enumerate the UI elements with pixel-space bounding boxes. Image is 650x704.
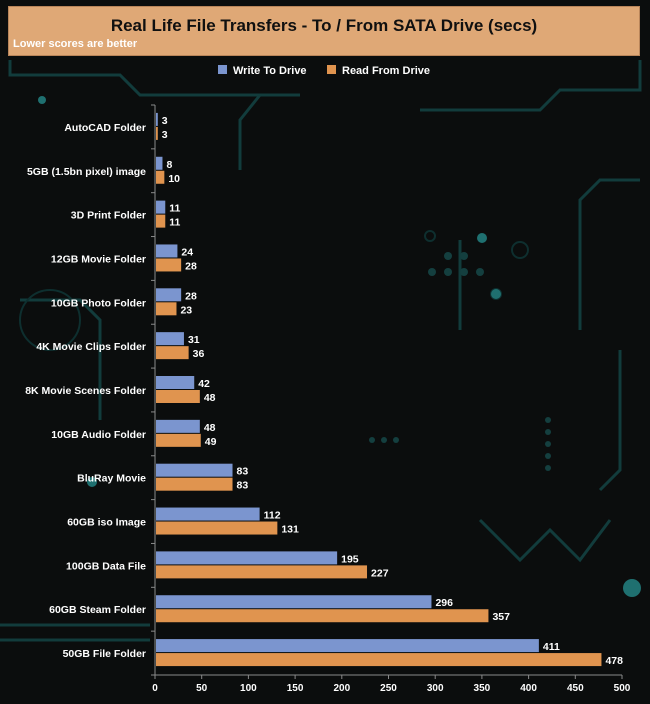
write-bar bbox=[156, 551, 338, 565]
write-value-label: 195 bbox=[341, 553, 359, 565]
legend-swatch-1 bbox=[327, 65, 336, 74]
write-value-label: 8 bbox=[166, 159, 172, 171]
x-tick-label: 400 bbox=[520, 683, 537, 694]
read-value-label: 23 bbox=[180, 304, 192, 316]
read-value-label: 36 bbox=[193, 348, 205, 360]
read-bar bbox=[156, 346, 189, 360]
read-value-label: 3 bbox=[162, 129, 168, 141]
category-label: 5GB (1.5bn pixel) image bbox=[27, 166, 146, 178]
read-value-label: 11 bbox=[169, 217, 180, 229]
category-label: 3D Print Folder bbox=[71, 210, 146, 222]
read-value-label: 48 bbox=[204, 392, 216, 404]
write-value-label: 11 bbox=[169, 203, 180, 215]
read-value-label: 10 bbox=[168, 173, 180, 185]
write-value-label: 42 bbox=[198, 378, 210, 390]
write-bar bbox=[156, 288, 182, 302]
category-label: 8K Movie Scenes Folder bbox=[25, 385, 146, 397]
category-label: 10GB Photo Folder bbox=[51, 297, 146, 309]
read-bar bbox=[156, 565, 368, 579]
write-bar bbox=[156, 463, 233, 477]
x-tick-label: 200 bbox=[333, 683, 350, 694]
x-tick-label: 0 bbox=[152, 683, 158, 694]
read-bar bbox=[156, 477, 233, 491]
write-value-label: 83 bbox=[237, 466, 249, 478]
x-tick-label: 150 bbox=[287, 683, 304, 694]
write-bar bbox=[156, 332, 184, 346]
write-bar bbox=[156, 419, 200, 433]
read-bar bbox=[156, 609, 489, 623]
category-label: BluRay Movie bbox=[77, 473, 146, 485]
write-value-label: 112 bbox=[264, 510, 281, 522]
write-bar bbox=[156, 639, 539, 653]
write-value-label: 31 bbox=[188, 334, 200, 346]
category-label: 10GB Audio Folder bbox=[51, 429, 146, 441]
x-tick-label: 500 bbox=[614, 683, 631, 694]
category-label: AutoCAD Folder bbox=[64, 122, 146, 134]
legend-label-0: Write To Drive bbox=[233, 65, 307, 77]
read-bar bbox=[156, 653, 602, 667]
read-value-label: 83 bbox=[237, 480, 249, 492]
read-value-label: 227 bbox=[371, 567, 389, 579]
chart-title: Real Life File Transfers - To / From SAT… bbox=[110, 16, 538, 35]
read-bar bbox=[156, 433, 201, 447]
read-bar bbox=[156, 390, 200, 403]
category-label: 60GB iso Image bbox=[67, 517, 146, 529]
write-value-label: 411 bbox=[543, 641, 560, 653]
write-value-label: 24 bbox=[181, 246, 193, 258]
write-bar bbox=[156, 112, 158, 126]
read-bar bbox=[156, 170, 165, 184]
category-label: 50GB File Folder bbox=[63, 648, 146, 660]
write-bar bbox=[156, 376, 195, 389]
x-tick-label: 450 bbox=[567, 683, 584, 694]
x-tick-label: 250 bbox=[380, 683, 397, 694]
category-label: 12GB Movie Folder bbox=[51, 253, 146, 265]
read-bar bbox=[156, 302, 177, 316]
write-bar bbox=[156, 507, 260, 521]
write-value-label: 48 bbox=[204, 422, 216, 434]
write-bar bbox=[156, 595, 432, 609]
chart-subtitle: Lower scores are better bbox=[13, 38, 138, 50]
x-tick-label: 300 bbox=[427, 683, 444, 694]
read-value-label: 28 bbox=[185, 260, 197, 272]
chart-title-box: Real Life File Transfers - To / From SAT… bbox=[8, 6, 640, 56]
read-value-label: 131 bbox=[281, 524, 299, 536]
write-value-label: 28 bbox=[185, 290, 197, 302]
read-bar bbox=[156, 258, 182, 272]
write-value-label: 3 bbox=[162, 115, 168, 127]
category-label: 60GB Steam Folder bbox=[49, 604, 146, 616]
legend-label-1: Read From Drive bbox=[342, 65, 430, 77]
read-bar bbox=[156, 521, 278, 535]
legend-swatch-0 bbox=[218, 65, 227, 74]
category-label: 100GB Data File bbox=[66, 560, 146, 572]
x-tick-label: 100 bbox=[240, 683, 257, 694]
write-bar bbox=[156, 244, 178, 258]
read-bar bbox=[156, 126, 158, 140]
write-value-label: 296 bbox=[435, 597, 453, 609]
write-bar bbox=[156, 156, 163, 170]
read-value-label: 49 bbox=[205, 436, 217, 448]
x-tick-label: 50 bbox=[196, 683, 208, 694]
category-label: 4K Movie Clips Folder bbox=[36, 341, 146, 353]
read-value-label: 357 bbox=[492, 611, 510, 623]
read-value-label: 478 bbox=[605, 655, 623, 667]
write-bar bbox=[156, 200, 166, 214]
read-bar bbox=[156, 214, 166, 228]
x-tick-label: 350 bbox=[474, 683, 491, 694]
